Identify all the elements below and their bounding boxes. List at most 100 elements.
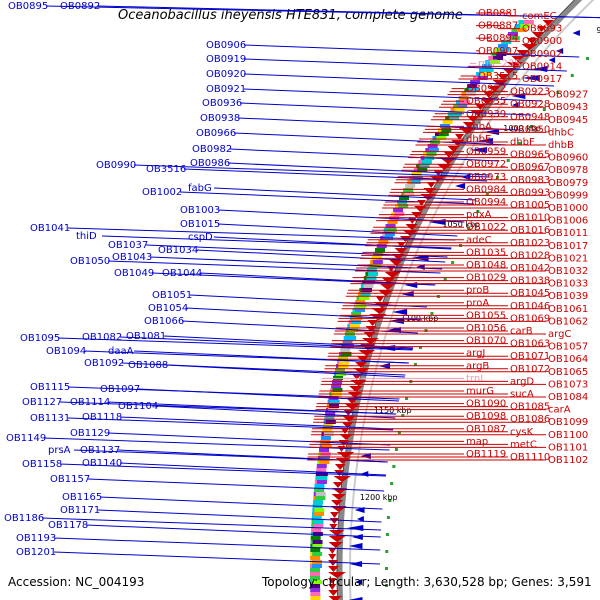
cog-block	[314, 508, 325, 512]
gene-label-left: OB1037	[108, 240, 148, 251]
gene-label-right: OB1061	[548, 304, 588, 315]
gene-label-left: OB1094	[46, 346, 86, 357]
gene-label-left: OB1193	[16, 533, 56, 544]
position-tick-label: 1050 kbp	[442, 220, 480, 229]
marker-dot	[467, 227, 471, 230]
gene-label-right: OB1017	[548, 241, 588, 252]
cog-block	[341, 352, 352, 356]
gene-label-left: OB1050	[70, 256, 110, 267]
gene-label-right: map	[466, 436, 488, 447]
gene-label-right: OB1005	[510, 200, 550, 211]
leader-line-left	[217, 209, 465, 223]
gene-arrow-forward	[328, 578, 337, 584]
gene-label-right: OB1090	[466, 399, 506, 410]
cog-block	[312, 564, 323, 568]
cog-block	[321, 444, 332, 448]
gene-label-right: OB0923	[510, 87, 550, 98]
gene-label-left: OB1129	[70, 428, 110, 439]
gene-label-right: OB1046	[510, 301, 550, 312]
gene-label-right: OB0950	[510, 124, 550, 135]
cog-block	[310, 548, 321, 552]
gene-label-left: OB0895	[8, 1, 48, 12]
gene-label-right: OB1098	[466, 411, 506, 422]
gene-arrow-reverse	[522, 75, 540, 81]
leader-line-left	[213, 187, 477, 201]
leader-line-left	[53, 537, 381, 551]
cog-block	[403, 188, 414, 192]
cog-block	[366, 268, 377, 272]
gene-label-right: OB0935	[466, 96, 506, 107]
gene-label-right: OB0972	[466, 159, 506, 170]
cog-block	[310, 592, 321, 596]
cog-block	[404, 192, 415, 196]
gene-arrow-forward	[501, 68, 517, 74]
cog-block	[312, 540, 323, 544]
cog-block	[340, 348, 351, 352]
gene-arrow-forward	[355, 362, 367, 368]
gene-arrow-reverse	[556, 48, 564, 54]
gene-label-right: OB1062	[548, 316, 588, 327]
leader-line-left	[189, 294, 427, 308]
gene-label-right: carB	[510, 326, 533, 337]
cog-block	[311, 516, 322, 520]
leader-line-left	[199, 272, 436, 286]
cog-block	[319, 456, 330, 460]
gene-label-right: OB0948	[510, 112, 550, 123]
leader-line-left	[97, 509, 382, 523]
marker-dot	[518, 142, 522, 145]
cog-block	[332, 388, 343, 392]
gene-label-right: OB0914	[522, 61, 562, 72]
gene-label-left: OB3516	[146, 164, 186, 175]
gene-arrow-forward	[330, 512, 340, 518]
gene-arrow-reverse	[351, 534, 363, 540]
leader-line-left	[97, 5, 600, 19]
gene-label-left: OB1131	[30, 413, 70, 424]
gene-label-left: OB1051	[152, 290, 192, 301]
marker-dot	[495, 176, 499, 179]
cog-block	[332, 380, 343, 384]
gene-label-right: OB1042	[510, 263, 550, 274]
marker-dot	[394, 448, 398, 451]
leader-line-left	[163, 335, 414, 349]
leader-line-left	[67, 417, 394, 431]
leader-line-left	[133, 350, 409, 364]
cog-block	[518, 20, 529, 24]
cog-block	[310, 596, 321, 600]
cog-block	[316, 464, 327, 468]
cog-block	[346, 336, 357, 340]
gene-arrow-forward	[389, 260, 403, 266]
gene-label-right: OB0965	[510, 150, 550, 161]
gene-arrow-reverse	[348, 597, 363, 600]
leader-line-left	[243, 44, 580, 58]
gene-label-right: argC	[548, 329, 571, 340]
cog-block	[338, 356, 349, 360]
gene-label-right: OB1063	[510, 339, 550, 350]
gene-arrow-forward	[371, 308, 388, 314]
gene-label-right: OB0945	[548, 115, 588, 126]
leader-line-left	[41, 517, 382, 531]
gene-label-left: OB1003	[180, 205, 220, 216]
marker-dot	[385, 533, 389, 536]
marker-dot	[392, 465, 396, 468]
marker-dot	[530, 125, 534, 128]
marker-dot	[385, 567, 389, 570]
gene-label-right: OB0960	[548, 153, 588, 164]
gene-label-right: proA	[466, 298, 489, 309]
cog-block	[334, 368, 345, 372]
gene-label-right: OB0927	[548, 90, 588, 101]
gene-label-left: OB1044	[162, 268, 202, 279]
cog-block	[442, 120, 453, 124]
gene-label-right: OB0999	[548, 190, 588, 201]
gene-arrow-forward	[506, 62, 524, 68]
cog-block	[316, 480, 327, 484]
gene-label-left: OB0982	[192, 144, 232, 155]
gene-label-right: OB0907	[478, 46, 518, 57]
gene-label-left: OB0921	[206, 84, 246, 95]
gene-label-right: OB1073	[548, 379, 588, 390]
gene-arrow-forward	[479, 98, 496, 104]
cog-block	[454, 108, 465, 112]
marker-dot	[388, 499, 392, 502]
cog-block	[399, 196, 410, 200]
gene-label-right: OB0943	[548, 102, 588, 113]
